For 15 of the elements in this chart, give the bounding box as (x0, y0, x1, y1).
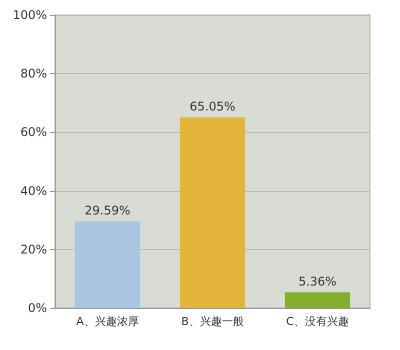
x-tick-label: C、没有兴趣 (286, 315, 349, 328)
x-tick-label: A、兴趣浓厚 (76, 315, 139, 328)
bar (284, 292, 350, 308)
x-tick-label: B、兴趣一般 (181, 315, 244, 328)
y-tick-label: 60% (20, 125, 47, 140)
bar (180, 117, 246, 308)
y-tick-label: 100% (12, 8, 47, 22)
data-label: 65.05% (190, 99, 236, 114)
data-label: 5.36% (298, 274, 337, 288)
y-tick-label: 0% (28, 301, 47, 315)
bar (74, 221, 140, 308)
data-label: 29.59% (84, 203, 130, 218)
y-tick-label: 80% (20, 66, 47, 81)
y-tick-label: 40% (20, 184, 47, 198)
y-tick-label: 20% (20, 242, 47, 256)
